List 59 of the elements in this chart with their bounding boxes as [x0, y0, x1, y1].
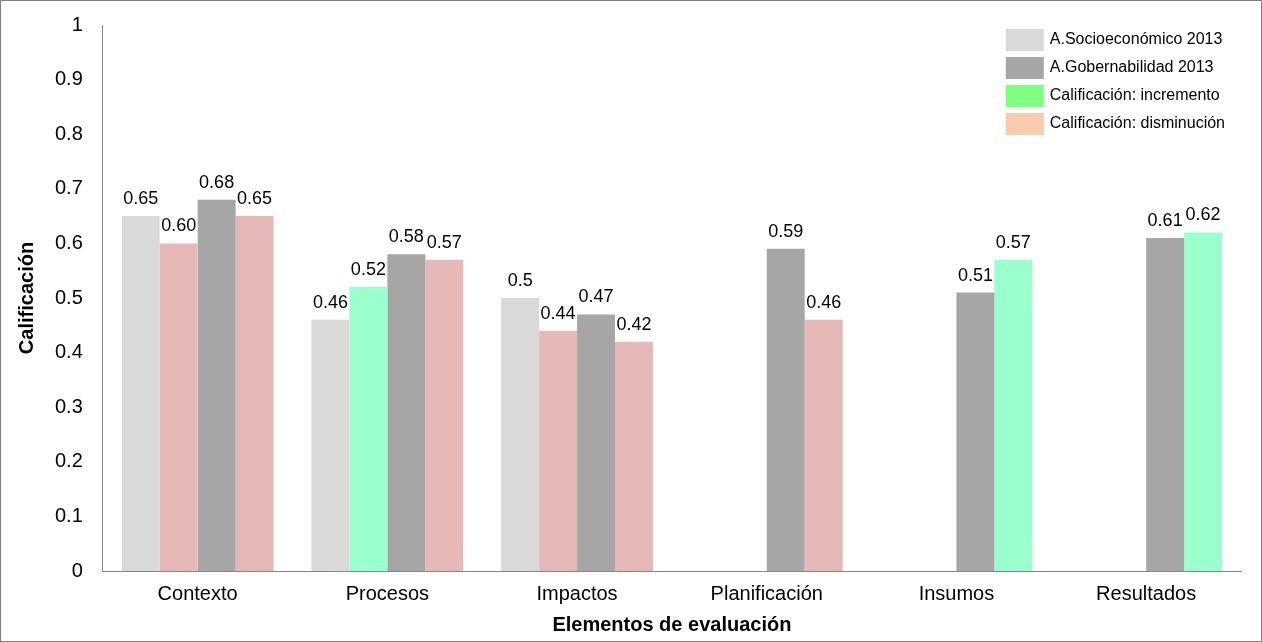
data-label: 0.58 [388, 226, 424, 247]
data-label: 0.65 [123, 188, 159, 209]
data-label: 0.57 [995, 231, 1031, 252]
bar [501, 298, 540, 571]
x-tick-label: Insumos [918, 581, 995, 604]
bar [349, 287, 388, 571]
data-label: 0.52 [350, 259, 386, 280]
data-label: 0.68 [199, 171, 235, 192]
y-tick-label: 0.1 [54, 503, 83, 526]
x-tick-label: Resultados [1096, 581, 1197, 604]
bar [614, 341, 653, 571]
legend-label: Calificación: incremento [1049, 86, 1220, 104]
legend-label: A.Socioeconómico 2013 [1049, 30, 1223, 48]
bar [577, 314, 615, 571]
y-tick-label: 0.8 [54, 121, 83, 144]
y-tick-label: 1 [71, 12, 83, 35]
data-label: 0.60 [161, 215, 197, 236]
x-tick-label: Impactos [536, 581, 618, 604]
bar [539, 330, 578, 571]
y-tick-label: 0.2 [54, 449, 83, 472]
data-label: 0.65 [237, 188, 273, 209]
bar [1146, 237, 1185, 571]
bar [956, 292, 995, 571]
y-tick-label: 0.9 [54, 67, 83, 90]
legend-label: A.Gobernabilidad 2013 [1049, 58, 1214, 76]
bar [425, 259, 464, 571]
data-label: 0.59 [768, 220, 804, 241]
data-label: 0.46 [806, 291, 842, 312]
data-label: 0.42 [616, 313, 652, 334]
y-tick-label: 0.4 [54, 340, 83, 363]
y-tick-label: 0.6 [54, 230, 83, 253]
x-axis-title: Elementos de evaluación [552, 612, 792, 635]
bar [1184, 232, 1223, 571]
y-tick-label: 0.3 [54, 394, 83, 417]
data-label: 0.46 [312, 291, 348, 312]
x-tick-label: Procesos [345, 581, 430, 604]
data-label: 0.62 [1185, 204, 1221, 225]
bar [804, 319, 843, 571]
data-label: 0.44 [540, 302, 576, 323]
bar [387, 254, 426, 571]
data-label: 0.61 [1147, 209, 1183, 230]
x-tick-label: Contexto [157, 581, 238, 604]
data-label: 0.5 [507, 269, 533, 290]
y-tick-label: 0.7 [54, 176, 83, 199]
y-tick-label: 0.5 [54, 285, 83, 308]
bar [159, 243, 198, 571]
bar [311, 319, 350, 571]
bar [766, 248, 805, 571]
data-label: 0.57 [426, 231, 462, 252]
bar [121, 216, 160, 571]
data-label: 0.47 [578, 286, 614, 307]
legend-label: Calificación: disminución [1049, 114, 1225, 132]
y-tick-label: 0 [71, 558, 83, 581]
bar [197, 199, 236, 571]
x-tick-label: Planificación [710, 581, 823, 604]
bar [994, 259, 1033, 571]
bar [235, 216, 274, 571]
y-axis-title: Calificación [14, 241, 37, 355]
data-label: 0.51 [957, 264, 993, 285]
